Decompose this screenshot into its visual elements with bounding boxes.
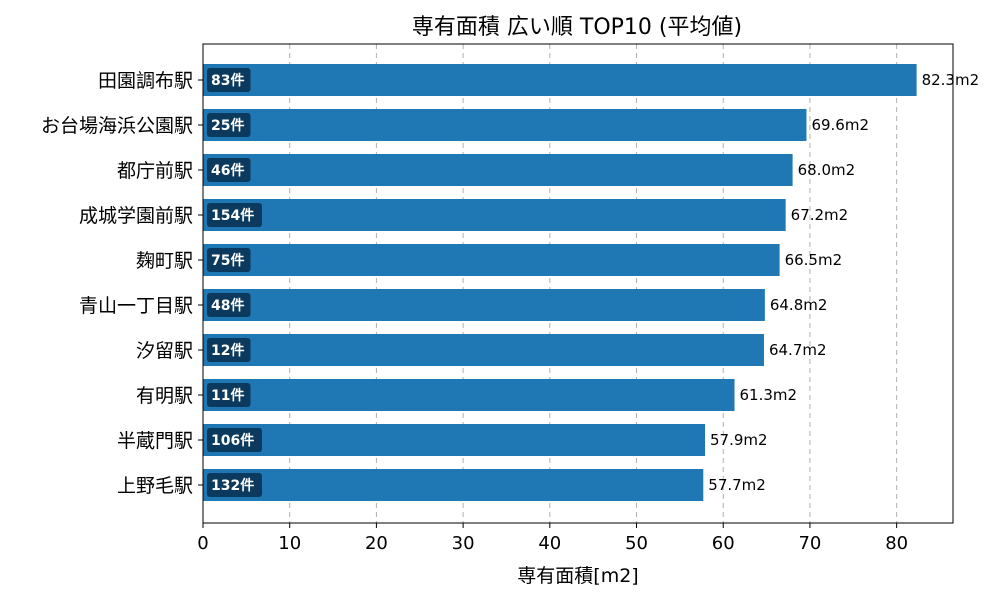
x-axis-title: 専有面積[m2] bbox=[517, 565, 638, 587]
x-tick-label: 10 bbox=[278, 533, 301, 554]
plot-frame bbox=[202, 43, 954, 524]
count-label: 106件 bbox=[211, 432, 254, 449]
count-badge bbox=[207, 68, 251, 92]
x-axis: 0 10 20 30 40 50 60 70 80 bbox=[197, 523, 908, 554]
bar bbox=[203, 64, 917, 96]
category-label: 麹町駅 bbox=[136, 250, 193, 272]
count-badge bbox=[207, 383, 251, 407]
category-label: 成城学園前駅 bbox=[79, 205, 193, 227]
count-label: 25件 bbox=[211, 117, 244, 134]
x-tick-label: 30 bbox=[452, 533, 475, 554]
count-label: 12件 bbox=[211, 342, 244, 359]
count-label: 75件 bbox=[211, 252, 244, 269]
x-tick-label: 70 bbox=[798, 533, 821, 554]
value-label: 82.3m2 bbox=[922, 71, 980, 89]
value-label: 66.5m2 bbox=[785, 251, 843, 269]
count-badge bbox=[207, 338, 251, 362]
category-label: 田園調布駅 bbox=[98, 70, 193, 92]
bar bbox=[203, 424, 706, 456]
x-tick-label: 60 bbox=[712, 533, 735, 554]
bar bbox=[203, 379, 735, 411]
bar bbox=[203, 109, 807, 141]
bar bbox=[203, 334, 764, 366]
count-badge bbox=[207, 293, 251, 317]
count-label: 83件 bbox=[211, 72, 244, 89]
count-label: 11件 bbox=[211, 387, 244, 404]
x-tick-label: 40 bbox=[538, 533, 561, 554]
count-badge bbox=[207, 113, 251, 137]
count-badge bbox=[207, 203, 262, 227]
x-tick-label: 0 bbox=[197, 533, 208, 554]
count-label: 132件 bbox=[211, 477, 254, 494]
y-axis: 田園調布駅お台場海浜公園駅都庁前駅成城学園前駅麹町駅青山一丁目駅汐留駅有明駅半蔵… bbox=[41, 70, 203, 497]
bar bbox=[203, 154, 793, 186]
bar bbox=[203, 199, 786, 231]
value-label: 61.3m2 bbox=[740, 386, 798, 404]
category-label: お台場海浜公園駅 bbox=[41, 115, 193, 137]
x-tick-label: 80 bbox=[885, 533, 908, 554]
count-label: 48件 bbox=[211, 297, 244, 314]
count-badge bbox=[207, 473, 262, 497]
category-label: 都庁前駅 bbox=[117, 160, 193, 182]
count-label: 46件 bbox=[211, 162, 244, 179]
bar bbox=[203, 289, 765, 321]
count-badge bbox=[207, 428, 262, 452]
value-label: 64.8m2 bbox=[770, 296, 828, 314]
value-label: 57.7m2 bbox=[708, 476, 766, 494]
category-label: 半蔵門駅 bbox=[117, 430, 193, 452]
bar bbox=[203, 469, 704, 501]
category-label: 青山一丁目駅 bbox=[79, 295, 193, 317]
value-label: 67.2m2 bbox=[791, 206, 849, 224]
category-label: 汐留駅 bbox=[136, 340, 193, 362]
value-label: 64.7m2 bbox=[769, 341, 827, 359]
value-label: 57.9m2 bbox=[710, 431, 768, 449]
value-label: 69.6m2 bbox=[811, 116, 869, 134]
x-tick-label: 50 bbox=[625, 533, 648, 554]
count-label: 154件 bbox=[211, 207, 254, 224]
value-label: 68.0m2 bbox=[798, 161, 856, 179]
x-tick-label: 20 bbox=[365, 533, 388, 554]
bar bbox=[203, 244, 780, 276]
count-badge bbox=[207, 158, 251, 182]
bar-layer: 83件 82.3m2 25件 69.6m2 46件 68.0m2 154件 67.2m2 75件… bbox=[203, 64, 979, 501]
category-label: 上野毛駅 bbox=[117, 475, 193, 497]
count-badge bbox=[207, 248, 251, 272]
chart-title: 専有面積 広い順 TOP10 (平均値) bbox=[412, 15, 742, 40]
category-label: 有明駅 bbox=[136, 385, 193, 407]
